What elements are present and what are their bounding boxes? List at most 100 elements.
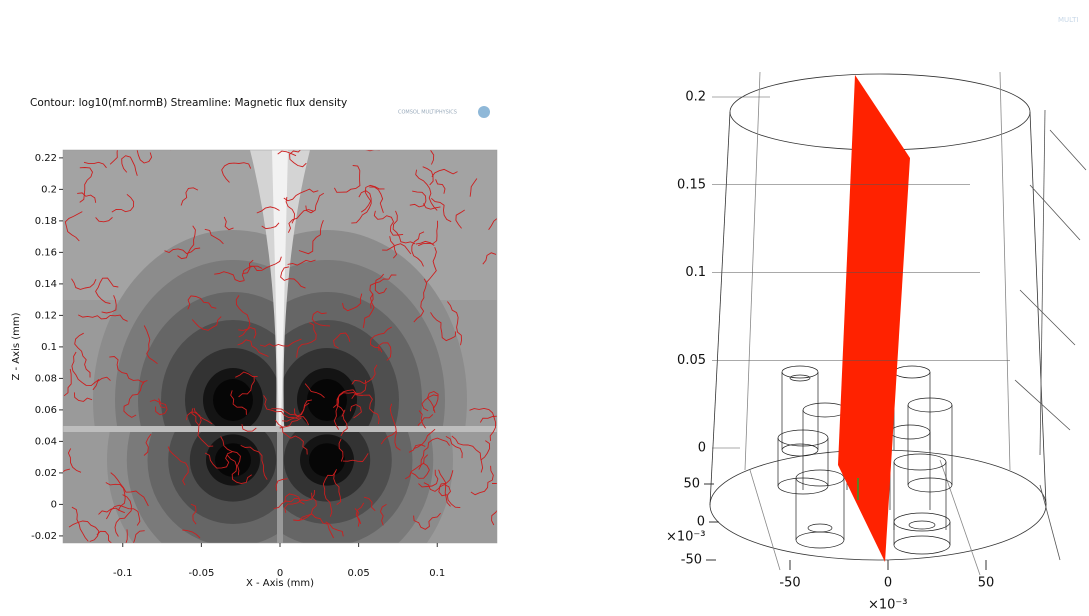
streamline (369, 186, 384, 213)
streamline (240, 444, 268, 480)
streamline (256, 206, 280, 214)
streamline (259, 338, 302, 347)
streamline (193, 407, 202, 426)
streamline (311, 310, 331, 327)
y-tick-label: 0.02 (35, 468, 57, 479)
streamline (426, 247, 437, 283)
streamline (177, 225, 196, 260)
streamline (298, 513, 335, 539)
streamline (227, 454, 252, 484)
streamline (96, 530, 113, 543)
streamline (409, 190, 427, 208)
streamline (325, 521, 344, 537)
streamline (263, 395, 299, 420)
streamline (275, 478, 288, 491)
streamline (238, 327, 257, 339)
streamline (304, 383, 325, 398)
streamline (109, 356, 148, 383)
streamline (430, 312, 457, 342)
streamline (408, 444, 426, 453)
x-tick-label: 0.05 (347, 568, 369, 579)
streamline (438, 484, 461, 509)
x-tick-label: 0 (884, 576, 892, 591)
streamline (123, 381, 145, 418)
streamline (469, 407, 497, 441)
streamline (71, 278, 97, 290)
streamline (230, 390, 247, 415)
streamline (445, 436, 463, 459)
y-tick-label: 0.12 (35, 310, 57, 321)
streamline (469, 178, 478, 197)
streamline (392, 210, 416, 245)
streamline (296, 322, 317, 358)
streamline (280, 266, 306, 289)
cylinder (709, 71, 1087, 576)
y-tick-label: 0 (51, 499, 57, 510)
x-tick-label: -0.1 (113, 568, 133, 579)
streamline (95, 217, 113, 223)
streamline (83, 161, 107, 169)
cut-plane (838, 75, 910, 562)
streamline (67, 448, 82, 473)
streamline (204, 451, 233, 469)
streamline (405, 454, 429, 480)
streamline (98, 507, 125, 515)
streamline (389, 403, 401, 451)
streamline (284, 493, 305, 505)
streamline (378, 342, 392, 361)
lobe (283, 432, 453, 543)
streamline (418, 410, 426, 429)
streamline (78, 314, 128, 322)
streamline (170, 150, 172, 151)
streamline (180, 187, 199, 206)
streamline (121, 155, 138, 176)
y-tick-label: 0.04 (35, 436, 57, 447)
y-axis-label: Z - Axis (mm) (11, 312, 22, 380)
streamline (417, 414, 434, 426)
streamline (164, 247, 201, 255)
streamline (101, 295, 117, 314)
streamline (143, 325, 158, 365)
streamline (182, 529, 201, 539)
streamline (363, 496, 376, 512)
streamline (294, 408, 310, 426)
streamline (143, 433, 152, 456)
streamline (334, 165, 361, 193)
streamline (241, 265, 263, 281)
streamline (418, 437, 450, 470)
streamline (95, 277, 119, 304)
streamline (71, 351, 100, 387)
streamline (351, 364, 378, 385)
streamline (488, 217, 497, 230)
y-tick-label: 0.06 (35, 405, 57, 416)
streamline (74, 332, 91, 378)
streamline (279, 417, 302, 429)
streamline (479, 415, 497, 423)
z-tick-label: 0.2 (685, 90, 706, 105)
streamline (373, 210, 404, 236)
streamline (482, 252, 497, 265)
streamline (369, 274, 397, 309)
streamline (447, 301, 462, 346)
streamline (422, 166, 434, 186)
streamline (79, 167, 93, 203)
streamline (111, 193, 135, 213)
streamline (410, 462, 430, 479)
x-axis-label: X - Axis (mm) (246, 578, 314, 589)
streamline (167, 446, 189, 486)
x-tick-label: 50 (978, 576, 995, 591)
watermark: MULTI (1058, 16, 1078, 24)
contour-plot: Contour: log10(mf.normB) Streamline: Mag… (11, 97, 498, 589)
streamline (92, 376, 111, 391)
streamline (455, 209, 465, 229)
streamline (342, 293, 363, 312)
streamline (223, 216, 234, 231)
streamline (362, 293, 375, 328)
streamline (364, 150, 380, 152)
streamline (237, 339, 269, 357)
x-tick-label: 0 (277, 568, 283, 579)
streamline (110, 472, 149, 507)
streamline (133, 530, 145, 543)
streamline (125, 529, 128, 543)
streamline (63, 511, 64, 513)
